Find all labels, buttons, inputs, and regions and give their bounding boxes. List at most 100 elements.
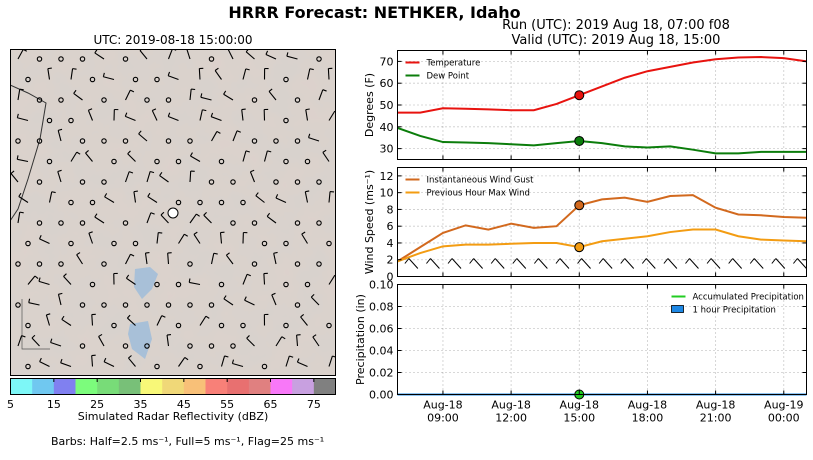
current-marker: [574, 242, 585, 253]
wind-barb: [663, 258, 678, 269]
calm-station: [79, 179, 86, 185]
wind-barb: [188, 278, 201, 286]
y-tick-label: 0.08: [369, 301, 394, 314]
wind-barb: [31, 334, 40, 347]
calm-station: [187, 302, 193, 308]
county-border: [21, 299, 50, 350]
calm-station: [283, 240, 289, 247]
wind-barb: [125, 89, 135, 101]
calm-station: [144, 302, 150, 308]
wind-barb: [48, 191, 56, 203]
wind-barb: [38, 277, 50, 286]
valid-label: Valid (UTC): 2019 Aug 18, 15:00: [511, 33, 721, 48]
wind-barb: [17, 88, 24, 101]
calm-station: [294, 302, 301, 308]
wind-barb: [178, 357, 189, 367]
y-tick-label: 6: [387, 220, 394, 233]
wind-barb: [273, 251, 278, 265]
wind-barb: [263, 67, 269, 80]
calm-station: [316, 220, 322, 226]
calm-station: [15, 302, 21, 308]
calm-station: [316, 261, 322, 267]
wind-barb: [220, 355, 229, 367]
y-tick-label: 0.10: [369, 279, 394, 292]
calm-station: [36, 220, 43, 226]
legend-label: Temperature: [426, 59, 481, 69]
calm-station: [273, 179, 279, 185]
wind-barb: [219, 231, 225, 244]
wind-barb: [10, 170, 19, 183]
wind-barb: [103, 357, 115, 367]
wind-barb: [223, 90, 234, 101]
calm-station: [36, 97, 43, 103]
calm-station: [283, 322, 289, 329]
calm-station: [294, 179, 301, 185]
wind-barb: [189, 152, 201, 162]
y-axis-label: Wind Speed (ms⁻¹): [363, 170, 376, 274]
calm-station: [101, 138, 107, 144]
wind-barb: [322, 149, 330, 162]
y-tick-label: 50: [380, 99, 394, 112]
figure-title: HRRR Forecast: NETHKER, Idaho: [228, 3, 521, 22]
wind-barb: [242, 150, 250, 162]
wind-barb: [113, 272, 118, 285]
calm-station: [165, 97, 172, 103]
wind-barb: [771, 258, 786, 269]
y-tick-label: 0.00: [369, 389, 394, 402]
calm-station: [187, 261, 193, 267]
x-tick-label: Aug-18: [628, 399, 667, 412]
colorbar-cell: [162, 378, 185, 395]
calm-station: [68, 117, 74, 124]
calm-station: [122, 56, 129, 62]
wind-barb: [127, 150, 136, 162]
colorbar-cell: [75, 378, 98, 395]
wind-barb: [685, 258, 699, 269]
wind-barb: [60, 358, 72, 368]
wind-barb: [50, 338, 62, 347]
x-tick-label: 09:00: [427, 412, 459, 425]
wind-barb: [199, 109, 207, 121]
wind-barb: [28, 298, 40, 306]
calm-station: [218, 199, 225, 206]
wind-barb: [749, 258, 764, 269]
calm-station: [122, 302, 129, 308]
colorbar-cell: [205, 378, 228, 395]
x-tick-label: Aug-19: [764, 399, 803, 412]
y-axis-label: Degrees (F): [363, 73, 376, 137]
calm-station: [230, 220, 236, 226]
wind-barb: [159, 171, 169, 183]
calm-station: [316, 56, 322, 62]
calm-station: [304, 158, 311, 165]
legend-label: Dew Point: [427, 72, 470, 82]
wind-barb: [138, 130, 148, 142]
barbs-note: Barbs: Half=2.5 ms⁻¹, Full=5 ms⁻¹, Flag=…: [51, 435, 325, 448]
map-frame: [10, 49, 336, 376]
calm-station: [175, 322, 182, 329]
calm-station: [251, 220, 258, 226]
calm-station: [79, 56, 86, 62]
calm-station: [316, 179, 322, 185]
wind-barb: [641, 258, 656, 269]
current-marker: [574, 90, 585, 101]
wind-barb: [232, 130, 241, 142]
wind-barb: [306, 68, 314, 80]
colorbar-cell: [118, 378, 141, 395]
wind-barb: [102, 72, 115, 81]
chart-panel-1: 30 40 50 60 70 Degrees (F) Temperature Dew Poin…: [363, 50, 807, 160]
calm-station: [68, 199, 74, 206]
legend-label: Previous Hour Max Wind: [427, 189, 530, 199]
calm-station: [122, 220, 129, 226]
calm-station: [261, 363, 268, 370]
x-tick-label: Aug-18: [423, 399, 462, 412]
wind-barb: [211, 130, 221, 142]
wind-barb: [151, 108, 158, 121]
calm-station: [208, 302, 215, 308]
axes-frame: [397, 167, 807, 277]
calm-station: [283, 281, 289, 288]
wind-barb: [296, 334, 301, 347]
wind-barb: [310, 293, 320, 306]
calm-station: [251, 138, 258, 144]
wind-barb: [17, 211, 24, 224]
calm-station: [144, 343, 150, 349]
